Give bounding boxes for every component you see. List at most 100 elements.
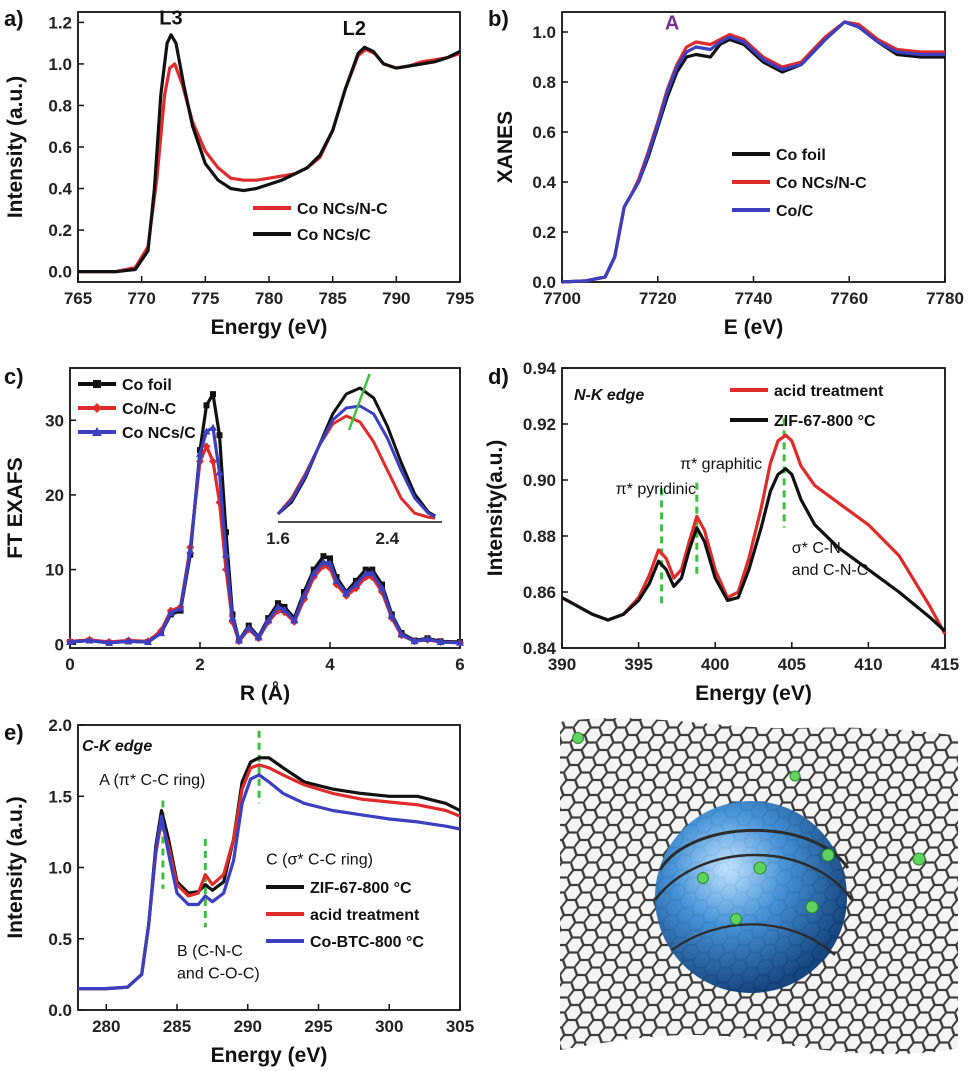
y-tick-label: 0.90 bbox=[523, 471, 556, 490]
x-tick-label: 785 bbox=[318, 289, 346, 308]
x-tick-label: 4 bbox=[325, 655, 335, 674]
annotation-label: σ* C-N bbox=[792, 540, 841, 557]
y-tick-label: 2.0 bbox=[48, 716, 72, 735]
x-tick-label: 410 bbox=[854, 655, 882, 674]
panel-letter: b) bbox=[488, 6, 509, 31]
legend-label: Co/N-C bbox=[122, 401, 177, 418]
chart-panel-e: e) 280 285 290 295 300 305 0.0 0.5 1.0 1.5 2.0 Energ… bbox=[4, 716, 474, 1067]
chart-panel-d: d) 390 395 400 405 410 415 0.84 0.86 0.88 0.90 0.92… bbox=[484, 359, 959, 705]
data-point bbox=[352, 580, 360, 588]
legend-label: Co foil bbox=[122, 377, 172, 394]
data-point bbox=[361, 569, 370, 577]
data-point bbox=[423, 635, 432, 643]
y-tick-label: 1.0 bbox=[532, 23, 556, 42]
x-tick-label: 400 bbox=[701, 655, 729, 674]
series-line-0 bbox=[561, 433, 947, 635]
y-tick-label: 0.84 bbox=[523, 639, 557, 658]
legend-marker bbox=[92, 403, 102, 413]
x-tick-label: 305 bbox=[446, 1017, 474, 1036]
panel-letter: c) bbox=[4, 364, 24, 389]
x-tick-label: 300 bbox=[375, 1017, 403, 1036]
data-point bbox=[235, 636, 243, 644]
legend-label: Co foil bbox=[776, 147, 826, 164]
x-tick-label: 770 bbox=[127, 289, 155, 308]
legend-label: acid treatment bbox=[310, 907, 420, 924]
x-tick-label: 795 bbox=[446, 289, 474, 308]
legend-label: ZIF-67-800 °C bbox=[310, 880, 412, 897]
y-tick-label: 0.88 bbox=[523, 527, 556, 546]
y-axis-label: XANES bbox=[494, 111, 517, 183]
chart-panel-b: b) 7700 7720 7740 7760 7780 0.0 0.2 0.4 0.6 0.8 1.0… bbox=[488, 6, 964, 339]
data-point bbox=[456, 638, 464, 646]
series-line-1 bbox=[561, 467, 947, 633]
y-axis-label: Intensity (a.u.) bbox=[4, 76, 27, 218]
annotation-label: and C-N-C bbox=[792, 562, 868, 579]
x-tick-label: 0 bbox=[65, 655, 74, 674]
x-tick-label: 7760 bbox=[830, 289, 868, 308]
annotation-label: π* graphitic bbox=[680, 456, 762, 473]
data-point bbox=[157, 629, 165, 637]
data-point bbox=[368, 569, 377, 577]
y-tick-label: 0.0 bbox=[532, 273, 556, 292]
y-tick-label: 1.2 bbox=[48, 13, 72, 32]
inset-series-1 bbox=[276, 414, 436, 520]
data-point bbox=[244, 623, 253, 631]
data-point bbox=[124, 637, 133, 645]
x-tick-label: 6 bbox=[455, 655, 464, 674]
y-tick-label: 0.8 bbox=[48, 96, 72, 115]
legend-label: Co NCs/N-C bbox=[297, 201, 388, 218]
panel-letter: a) bbox=[4, 6, 24, 31]
data-point bbox=[326, 559, 334, 567]
y-tick-label: 0.5 bbox=[48, 930, 72, 949]
x-tick-label: 415 bbox=[931, 655, 959, 674]
data-point bbox=[280, 605, 289, 613]
data-point bbox=[144, 638, 152, 646]
data-point bbox=[203, 402, 210, 409]
x-tick-label: 765 bbox=[64, 289, 92, 308]
annotation-label: C (σ* C-C ring) bbox=[266, 852, 373, 869]
data-point bbox=[209, 457, 217, 466]
legend-label: acid treatment bbox=[774, 383, 884, 400]
y-tick-label: 0.2 bbox=[532, 223, 556, 242]
data-point bbox=[85, 636, 94, 644]
cobalt-nanoparticle bbox=[655, 801, 847, 993]
data-point bbox=[209, 423, 217, 431]
y-tick-label: 0.0 bbox=[48, 263, 72, 282]
annotation-label: A bbox=[665, 13, 679, 35]
y-tick-label: 0.4 bbox=[48, 180, 72, 199]
series-line-2 bbox=[78, 773, 461, 991]
data-point bbox=[327, 555, 333, 562]
annotation-label: L2 bbox=[343, 18, 366, 40]
nitrogen-atoms bbox=[572, 732, 926, 925]
chart-title: N-K edge bbox=[574, 387, 644, 404]
y-axis-label: Intensity(a.u.) bbox=[484, 440, 507, 577]
inset-x-tick-label: 1.6 bbox=[266, 529, 290, 548]
x-tick-label: 405 bbox=[778, 655, 806, 674]
x-axis-label: Energy (eV) bbox=[211, 316, 328, 339]
y-tick-label: 20 bbox=[45, 486, 64, 505]
x-tick-label: 7740 bbox=[735, 289, 773, 308]
data-point bbox=[387, 611, 396, 619]
legend-label: Co NCs/C bbox=[297, 227, 371, 244]
data-point bbox=[264, 616, 273, 624]
data-point bbox=[223, 529, 229, 536]
chart-panel-a: a) 765 770 775 780 785 790 795 0.0 0.2 0.4 0.6 0.8 1.… bbox=[4, 6, 474, 339]
series-line-1 bbox=[69, 444, 461, 645]
legend-marker bbox=[92, 427, 102, 436]
panel-letter: e) bbox=[4, 720, 24, 745]
data-point bbox=[105, 638, 113, 646]
annotation-label: A (π* C-C ring) bbox=[99, 772, 205, 789]
data-point bbox=[290, 616, 299, 624]
x-axis-label: E (eV) bbox=[724, 316, 784, 339]
y-tick-label: 30 bbox=[45, 411, 64, 430]
y-tick-label: 0.6 bbox=[48, 138, 72, 157]
x-tick-label: 290 bbox=[234, 1017, 262, 1036]
data-point bbox=[309, 569, 318, 577]
x-axis-label: Energy (eV) bbox=[695, 682, 812, 705]
inset-x-tick-label: 2.4 bbox=[376, 529, 400, 548]
plot-frame bbox=[69, 367, 461, 649]
y-tick-label: 0.92 bbox=[523, 415, 556, 434]
y-tick-label: 0.4 bbox=[532, 173, 556, 192]
x-tick-label: 790 bbox=[382, 289, 410, 308]
annotation-label: and C-O-C) bbox=[177, 966, 260, 983]
